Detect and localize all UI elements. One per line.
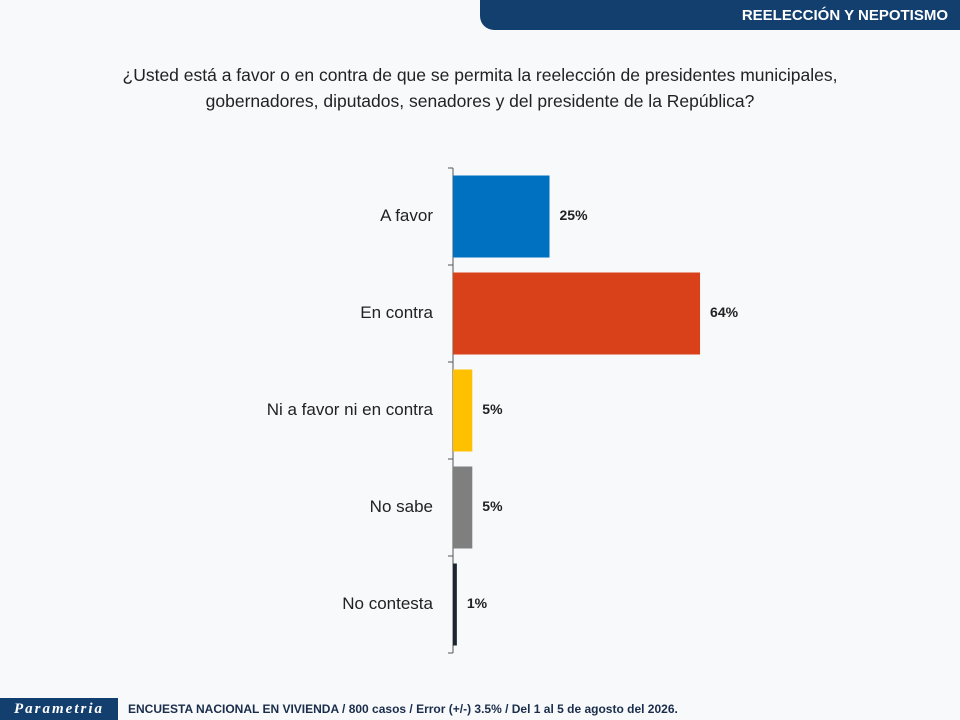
value-label: 5%: [482, 401, 503, 417]
value-label: 64%: [710, 304, 739, 320]
category-label: No sabe: [370, 497, 433, 516]
brand: Parametria: [0, 698, 118, 720]
bar: [453, 272, 701, 355]
category-label: En contra: [360, 303, 433, 322]
value-label: 5%: [482, 498, 503, 514]
category-label: A favor: [380, 206, 433, 225]
bar: [453, 563, 457, 646]
value-label: 1%: [467, 595, 488, 611]
bar: [453, 369, 473, 452]
footnote: ENCUESTA NACIONAL EN VIVIENDA / 800 caso…: [128, 702, 678, 716]
section-header: REELECCIÓN Y NEPOTISMO: [480, 0, 960, 30]
bar: [453, 175, 550, 258]
category-label: No contesta: [342, 594, 433, 613]
bar: [453, 466, 473, 549]
category-label: Ni a favor ni en contra: [267, 400, 434, 419]
value-label: 25%: [560, 207, 589, 223]
chart: A favor 25% En contra 64% Ni a favor ni en c…: [267, 167, 739, 654]
chart-title: ¿Usted está a favor o en contra de que s…: [122, 65, 838, 111]
